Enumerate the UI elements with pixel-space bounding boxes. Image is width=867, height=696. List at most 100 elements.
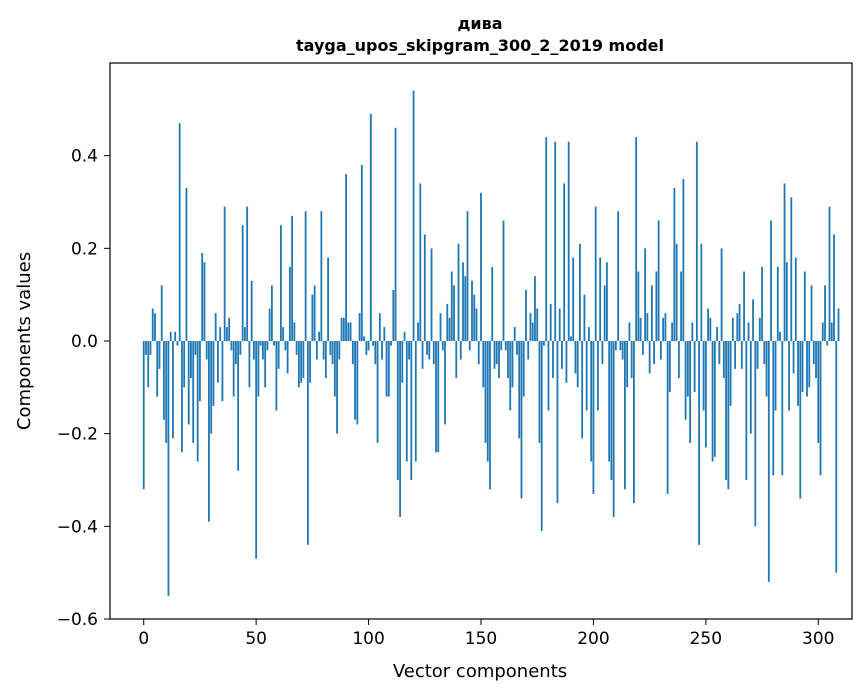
bar — [390, 341, 392, 346]
bar — [203, 262, 206, 341]
bar — [509, 341, 512, 411]
bar — [340, 317, 343, 341]
x-tick-label: 250 — [690, 629, 722, 649]
bar — [563, 183, 566, 341]
bar — [749, 341, 752, 434]
bar — [172, 341, 174, 439]
bar — [448, 317, 451, 341]
bar — [223, 206, 226, 341]
bar — [543, 341, 545, 346]
bar — [462, 262, 464, 341]
bar — [799, 341, 802, 499]
bar — [826, 341, 829, 346]
bar — [376, 341, 379, 443]
bar — [273, 341, 276, 346]
bar — [536, 308, 539, 341]
bar — [306, 341, 309, 545]
bar — [459, 341, 462, 360]
bar — [493, 341, 496, 369]
bar — [664, 313, 667, 341]
bar — [695, 141, 698, 341]
bar — [235, 341, 237, 365]
bar — [178, 123, 181, 341]
x-tick-label: 150 — [465, 629, 497, 649]
bar — [183, 341, 186, 388]
bar — [412, 90, 415, 341]
bar — [302, 341, 305, 379]
bar — [592, 341, 595, 494]
bar — [549, 303, 552, 341]
bar — [702, 341, 705, 411]
bar — [181, 341, 183, 453]
bar — [776, 266, 779, 341]
bar — [475, 308, 478, 341]
bar — [785, 262, 788, 341]
bar — [145, 341, 147, 355]
bar — [279, 225, 282, 341]
bar — [684, 341, 687, 420]
bar — [432, 341, 435, 365]
bar — [675, 243, 678, 341]
bar — [246, 206, 249, 341]
bar — [194, 341, 197, 355]
bar — [743, 271, 745, 341]
bar — [518, 341, 521, 439]
bar — [196, 341, 199, 462]
bar — [502, 220, 505, 341]
bar — [336, 341, 338, 434]
bar — [608, 341, 611, 462]
bar — [522, 341, 525, 397]
bar — [262, 341, 264, 360]
bar — [354, 341, 356, 420]
bar — [387, 341, 390, 397]
bar — [689, 341, 692, 443]
bar — [311, 294, 314, 341]
bar — [639, 317, 642, 341]
bar — [358, 313, 361, 341]
bar — [581, 341, 584, 439]
bar — [680, 271, 683, 341]
bar — [788, 341, 790, 411]
bar — [329, 341, 332, 355]
bar — [516, 341, 518, 355]
bar — [637, 271, 640, 341]
bar — [210, 341, 213, 434]
bar — [837, 308, 840, 341]
bar — [293, 322, 296, 341]
bar — [201, 252, 204, 341]
bar — [480, 192, 482, 341]
bar — [313, 285, 316, 341]
bar — [725, 341, 727, 480]
bar — [621, 341, 624, 360]
bar — [630, 341, 633, 379]
bar — [439, 313, 442, 341]
bar — [423, 234, 426, 341]
bar — [482, 341, 485, 388]
bar — [731, 317, 734, 341]
bar — [538, 341, 541, 443]
bar — [315, 341, 318, 360]
bar — [565, 341, 568, 383]
bar — [612, 341, 615, 518]
bar — [214, 313, 217, 341]
bar — [507, 341, 509, 379]
bar — [453, 285, 455, 341]
bar — [291, 215, 294, 341]
bar — [468, 341, 471, 351]
bar — [396, 341, 399, 480]
bar — [282, 327, 285, 341]
y-tick-label: 0.0 — [71, 332, 98, 352]
bar — [477, 341, 480, 365]
bar — [641, 341, 644, 355]
bar — [367, 341, 370, 351]
bar — [603, 285, 606, 341]
bar — [419, 183, 422, 341]
x-axis-ticks: 0 50 100 150 200 250 300 — [138, 619, 834, 649]
bar — [349, 322, 352, 341]
bar — [208, 341, 210, 522]
bar — [226, 327, 228, 341]
bar — [241, 225, 244, 341]
bar — [489, 341, 491, 490]
bar — [277, 341, 280, 369]
bar — [365, 341, 368, 355]
